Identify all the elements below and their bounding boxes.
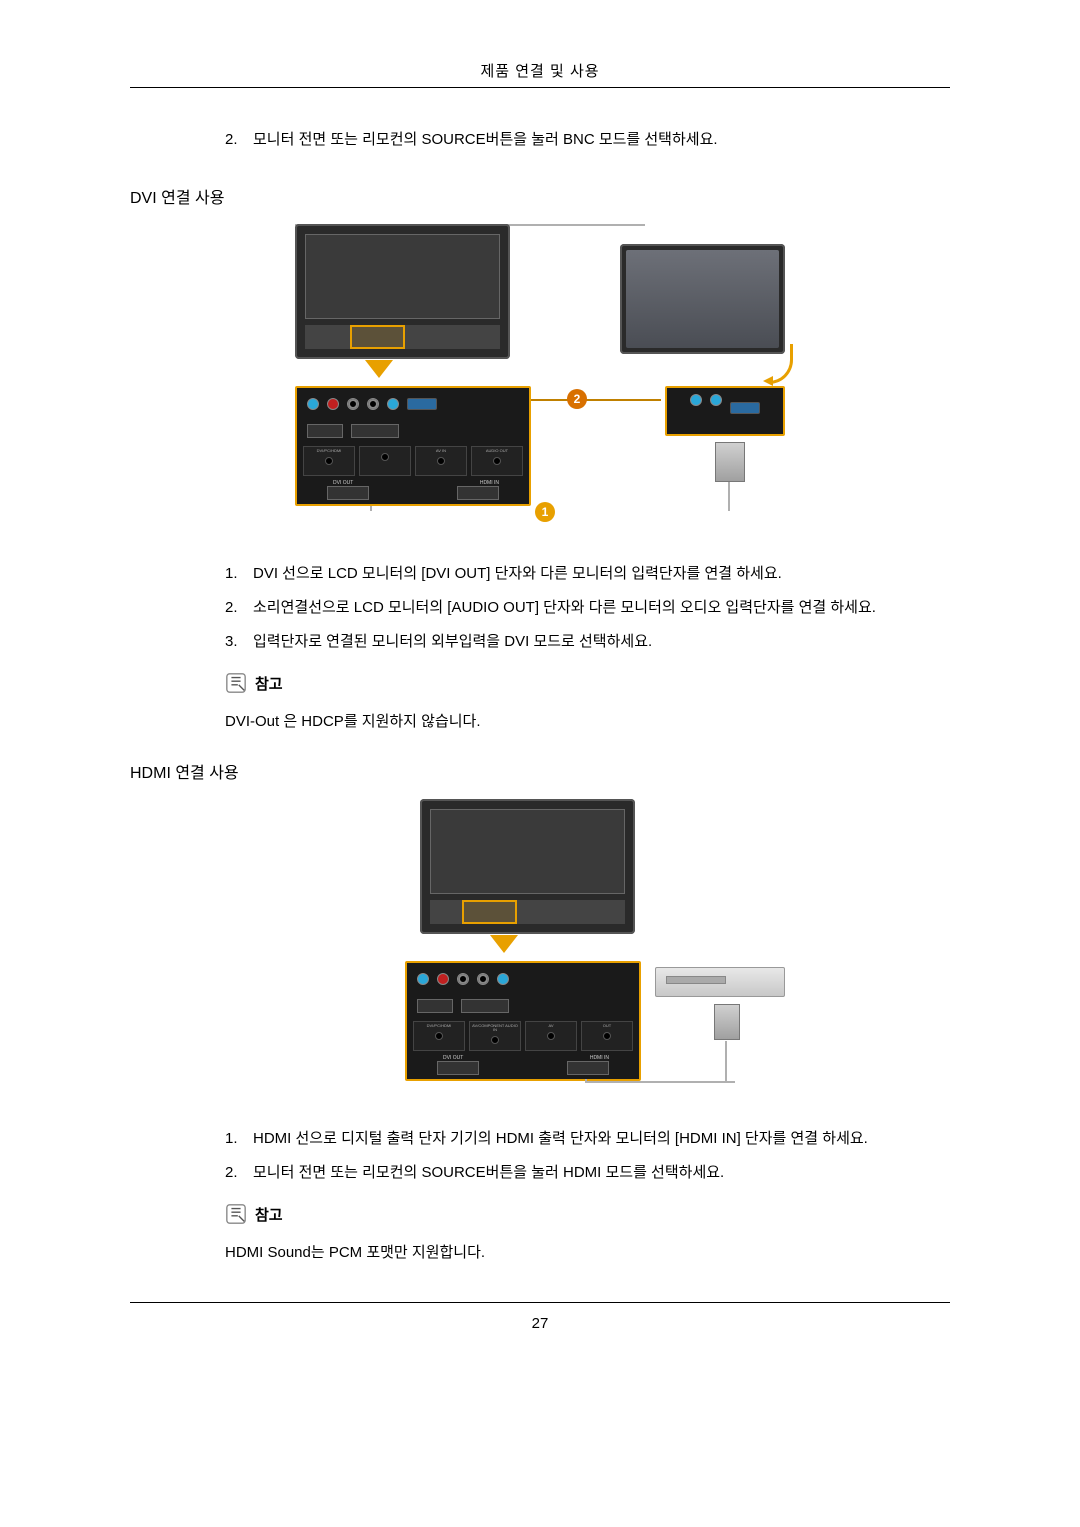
- dvi-out-label: DVI OUT: [443, 1055, 463, 1061]
- list-item: 2. 소리연결선으로 LCD 모니터의 [AUDIO OUT] 단자와 다른 모…: [225, 596, 950, 620]
- hdmi-note-text: HDMI Sound는 PCM 포맷만 지원합니다.: [225, 1241, 950, 1262]
- page-number: 27: [130, 1315, 950, 1332]
- list-number: 1.: [225, 562, 253, 586]
- connector-line: [531, 399, 661, 401]
- header-title: 제품 연결 및 사용: [130, 60, 950, 81]
- main-port-panel: DVI/PC/HDMI AV IN AUDIO OUT DVI OUT HDMI…: [295, 386, 531, 506]
- list-text: 모니터 전면 또는 리모컨의 SOURCE버튼을 눌러 HDMI 모드를 선택하…: [253, 1161, 950, 1185]
- curve-arrow-icon: [769, 344, 793, 384]
- arrow-down-icon: [490, 935, 518, 953]
- list-number: 2.: [225, 128, 253, 152]
- hdmi-figure: DVI/PC/HDMI AV/COMPONENT AUDIO IN AV OUT…: [130, 799, 950, 1099]
- list-item: 2. 모니터 전면 또는 리모컨의 SOURCE버튼을 눌러 BNC 모드를 선…: [225, 128, 950, 152]
- list-item: 3. 입력단자로 연결된 모니터의 외부입력을 DVI 모드로 선택하세요.: [225, 630, 950, 654]
- note-heading: 참고: [225, 672, 950, 694]
- list-text: 모니터 전면 또는 리모컨의 SOURCE버튼을 눌러 BNC 모드를 선택하세…: [253, 128, 950, 152]
- dvi-diagram: DVI/PC/HDMI AV IN AUDIO OUT DVI OUT HDMI…: [295, 224, 785, 534]
- dvi-figure: DVI/PC/HDMI AV IN AUDIO OUT DVI OUT HDMI…: [130, 224, 950, 534]
- dvi-out-label: DVI OUT: [333, 480, 353, 486]
- list-number: 2.: [225, 596, 253, 620]
- hdmi-section-title: HDMI 연결 사용: [130, 759, 950, 783]
- secondary-port-panel: [665, 386, 785, 436]
- hdmi-connector-icon: [714, 1004, 740, 1040]
- document-page: 제품 연결 및 사용 2. 모니터 전면 또는 리모컨의 SOURCE버튼을 눌…: [0, 0, 1080, 1372]
- list-number: 1.: [225, 1127, 253, 1151]
- intro-list: 2. 모니터 전면 또는 리모컨의 SOURCE버튼을 눌러 BNC 모드를 선…: [225, 128, 950, 152]
- hdmi-instructions: 1. HDMI 선으로 디지털 출력 단자 기기의 HDMI 출력 단자와 모니…: [225, 1127, 950, 1185]
- list-text: DVI 선으로 LCD 모니터의 [DVI OUT] 단자와 다른 모니터의 입…: [253, 562, 950, 586]
- list-item: 2. 모니터 전면 또는 리모컨의 SOURCE버튼을 눌러 HDMI 모드를 …: [225, 1161, 950, 1185]
- badge-2: 2: [567, 389, 587, 409]
- page-content: 2. 모니터 전면 또는 리모컨의 SOURCE버튼을 눌러 BNC 모드를 선…: [130, 128, 950, 1262]
- connector-icon: [715, 442, 745, 482]
- badge-1: 1: [535, 502, 555, 522]
- footer-rule: [130, 1302, 950, 1303]
- arrow-down-icon: [365, 360, 393, 378]
- list-item: 1. DVI 선으로 LCD 모니터의 [DVI OUT] 단자와 다른 모니터…: [225, 562, 950, 586]
- dvi-instructions: 1. DVI 선으로 LCD 모니터의 [DVI OUT] 단자와 다른 모니터…: [225, 562, 950, 654]
- note-label: 참고: [255, 1204, 283, 1225]
- main-monitor-icon: [420, 799, 635, 934]
- note-heading: 참고: [225, 1203, 950, 1225]
- list-item: 1. HDMI 선으로 디지털 출력 단자 기기의 HDMI 출력 단자와 모니…: [225, 1127, 950, 1151]
- hdmi-diagram: DVI/PC/HDMI AV/COMPONENT AUDIO IN AV OUT…: [295, 799, 785, 1099]
- list-text: 입력단자로 연결된 모니터의 외부입력을 DVI 모드로 선택하세요.: [253, 630, 950, 654]
- list-number: 3.: [225, 630, 253, 654]
- hdmi-in-label: HDMI IN: [480, 480, 499, 486]
- list-text: HDMI 선으로 디지털 출력 단자 기기의 HDMI 출력 단자와 모니터의 …: [253, 1127, 950, 1151]
- note-label: 참고: [255, 673, 283, 694]
- cable-line: [585, 1081, 735, 1083]
- list-number: 2.: [225, 1161, 253, 1185]
- dvi-section-title: DVI 연결 사용: [130, 184, 950, 208]
- note-icon: [225, 672, 247, 694]
- main-port-panel: DVI/PC/HDMI AV/COMPONENT AUDIO IN AV OUT…: [405, 961, 641, 1081]
- secondary-monitor-icon: [620, 244, 785, 354]
- header-rule: [130, 87, 950, 88]
- note-icon: [225, 1203, 247, 1225]
- main-monitor-icon: [295, 224, 510, 359]
- hdmi-in-label: HDMI IN: [590, 1055, 609, 1061]
- list-text: 소리연결선으로 LCD 모니터의 [AUDIO OUT] 단자와 다른 모니터의…: [253, 596, 950, 620]
- player-device-icon: [655, 967, 785, 997]
- dvi-note-text: DVI-Out 은 HDCP를 지원하지 않습니다.: [225, 710, 950, 731]
